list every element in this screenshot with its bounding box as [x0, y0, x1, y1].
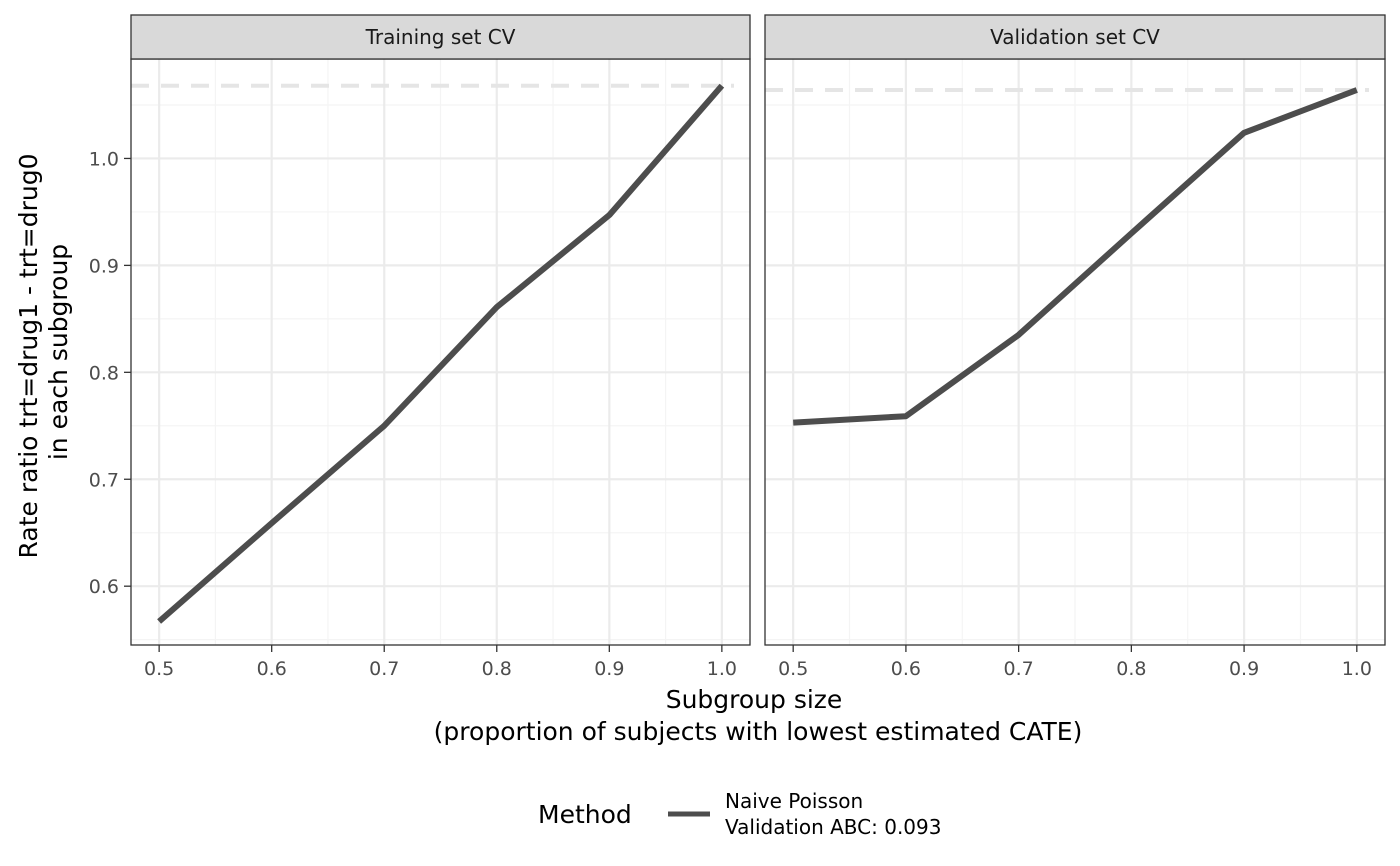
legend-label: Naive Poisson Validation ABC: 0.093 [725, 789, 941, 839]
x-tick-label: 0.9 [594, 658, 624, 680]
y-tick-label: 1.0 [89, 148, 119, 170]
x-tick-label: 0.9 [1229, 658, 1259, 680]
y-axis-title: Rate ratio trt=drug1 - trt=drug0 in each… [14, 146, 73, 559]
x-tick-label: 0.6 [891, 658, 921, 680]
legend: Method Naive Poisson Validation ABC: 0.0… [538, 789, 941, 839]
y-tick-label: 0.8 [89, 362, 119, 384]
x-tick-label: 0.5 [144, 658, 174, 680]
strip-title: Training set CV [365, 25, 516, 49]
legend-label-line-2: Validation ABC: 0.093 [725, 815, 941, 839]
x-tick-label: 0.8 [1116, 658, 1146, 680]
legend-title: Method [538, 800, 632, 829]
x-tick-label: 1.0 [1342, 658, 1372, 680]
legend-label-line-1: Naive Poisson [725, 789, 863, 813]
series-line [793, 87, 1358, 426]
x-tick-label: 0.8 [482, 658, 512, 680]
x-tick-label: 0.6 [257, 658, 287, 680]
y-tick-label: 0.7 [89, 469, 119, 491]
x-tick-label: 0.7 [1004, 658, 1034, 680]
x-axis-title: Subgroup size (proportion of subjects wi… [434, 685, 1083, 746]
panel-1: Training set CV 0.5 0.6 0.7 0.8 0.9 1.0 0.6 0.7 0… [89, 14, 751, 680]
panel-2: Validation set CV 0.5 0.6 0.7 0.8 0.9 1.0 [764, 14, 1386, 680]
strip-title: Validation set CV [990, 25, 1160, 49]
series-line [157, 83, 725, 624]
x-tick-label: 0.7 [369, 658, 399, 680]
x-axis-title-line-1: Subgroup size [666, 685, 843, 714]
strip-background [764, 14, 1386, 60]
panels: Training set CV 0.5 0.6 0.7 0.8 0.9 1.0 0.6 0.7 0… [89, 14, 1386, 680]
strip-background [130, 14, 751, 60]
y-axis-title-line-2: in each subgroup [44, 244, 73, 460]
x-axis-title-line-2: (proportion of subjects with lowest esti… [434, 717, 1083, 746]
x-tick-label: 0.5 [778, 658, 808, 680]
y-tick-label: 0.6 [89, 576, 119, 598]
y-tick-label: 0.9 [89, 255, 119, 277]
y-axis-title-line-1: Rate ratio trt=drug1 - trt=drug0 [14, 153, 43, 558]
x-tick-label: 1.0 [707, 658, 737, 680]
